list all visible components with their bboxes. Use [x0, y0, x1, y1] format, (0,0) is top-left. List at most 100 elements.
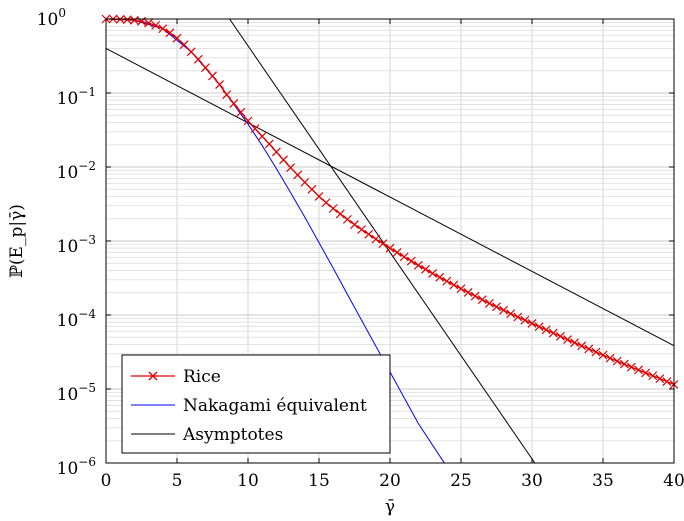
legend-marker-rice [148, 371, 158, 381]
rice-marker [648, 371, 658, 381]
rice-marker [456, 284, 466, 294]
rice-marker [577, 341, 587, 351]
y-tick-label: 10−2 [57, 159, 96, 183]
rice-marker [179, 40, 189, 50]
rice-marker [335, 209, 345, 219]
y-tick-label: 100 [37, 6, 66, 30]
rice-marker [605, 353, 615, 363]
legend-label-nakagami: Nakagami équivalent [183, 396, 367, 416]
x-tick-label: 5 [172, 471, 183, 491]
legend: Rice Nakagami équivalent Asymptotes [121, 354, 391, 454]
rice-marker [279, 155, 288, 165]
rice-marker [619, 359, 629, 369]
x-tick-label: 20 [379, 471, 401, 491]
x-tick-label: 40 [663, 471, 684, 491]
rice-marker [193, 54, 203, 64]
x-tick-label: 25 [450, 471, 472, 491]
rice-marker [470, 291, 480, 301]
rice-marker [385, 243, 395, 253]
rice-marker [257, 131, 267, 141]
x-tick-labels: 0 5 10 15 20 25 30 35 40 [101, 471, 684, 491]
rice-marker [314, 192, 324, 201]
rice-marker [548, 328, 558, 338]
rice-marker [477, 295, 487, 305]
rice-marker [563, 335, 572, 344]
x-tick-label: 0 [101, 471, 112, 491]
x-tick-label: 10 [237, 471, 259, 491]
y-tick-label: 10−5 [57, 381, 96, 405]
asymptote-line-nakagami [229, 19, 536, 463]
rice-marker [350, 220, 359, 229]
rice-marker [144, 18, 154, 28]
rice-marker [264, 139, 274, 149]
rice-marker [378, 239, 388, 249]
rice-marker [612, 356, 622, 366]
rice-marker [520, 315, 530, 325]
rice-marker [534, 322, 544, 332]
rice-marker [484, 298, 494, 308]
rice-marker [250, 124, 260, 134]
rice-marker [634, 365, 643, 375]
rice-marker [492, 302, 501, 312]
rice-marker [435, 272, 445, 282]
rice-marker [541, 325, 551, 335]
rice-marker [236, 107, 246, 117]
rice-marker [570, 338, 580, 348]
y-tick-label: 10−6 [57, 455, 96, 479]
rice-marker [442, 276, 452, 286]
rice-marker [222, 90, 232, 100]
asymptote-line-rice [106, 48, 674, 347]
rice-marker [399, 252, 409, 262]
legend-label-asymptotes: Asymptotes [182, 425, 283, 445]
rice-marker [641, 368, 651, 378]
plot-frame [105, 18, 675, 464]
x-tick-label: 30 [521, 471, 543, 491]
rice-marker [662, 377, 672, 386]
legend-label-rice: Rice [183, 367, 221, 387]
rice-marker [328, 204, 338, 213]
rice-marker [626, 362, 636, 372]
rice-marker [215, 80, 225, 89]
rice-marker [406, 256, 416, 266]
rice-marker [584, 344, 594, 354]
rice-marker [186, 47, 196, 57]
rice-marker [151, 20, 161, 30]
legend-box [121, 354, 391, 454]
y-axis-label: ℙ(E_p|γ̄) [7, 204, 27, 278]
rice-marker [598, 350, 608, 360]
rice-marker [271, 147, 281, 157]
rice-marker [165, 28, 175, 38]
x-axis-label: γ̄ [385, 497, 395, 517]
series-layer [101, 14, 679, 463]
rice-marker [371, 234, 381, 244]
rice-marker [158, 24, 168, 34]
x-tick-label: 15 [308, 471, 330, 491]
rice-marker [392, 248, 402, 257]
rice-marker [293, 170, 303, 180]
x-tick-label: 35 [592, 471, 614, 491]
rice-marker [591, 347, 601, 357]
rice-marker [655, 374, 665, 384]
rice-marker [513, 312, 523, 322]
rice-marker [200, 63, 210, 73]
rice-marker [122, 15, 132, 25]
y-tick-label: 10−1 [57, 85, 96, 109]
rice-marker [463, 287, 473, 297]
rice-marker [307, 184, 317, 194]
rice-marker [413, 260, 423, 270]
rice-marker [229, 99, 239, 108]
rice-marker [243, 116, 253, 126]
rice-marker [129, 15, 139, 25]
rice-marker [300, 177, 310, 187]
rice-marker [321, 198, 331, 208]
rice-marker [364, 229, 374, 239]
rice-marker [555, 331, 565, 341]
y-tick-labels: 100 10−1 10−2 10−3 10−4 10−5 10−6 [37, 6, 97, 479]
rice-marker [342, 214, 352, 224]
rice-marker [286, 163, 296, 173]
y-tick-label: 10−4 [57, 307, 97, 331]
rice-marker [421, 264, 430, 274]
rice-marker [527, 318, 537, 328]
rice-marker [208, 71, 217, 81]
